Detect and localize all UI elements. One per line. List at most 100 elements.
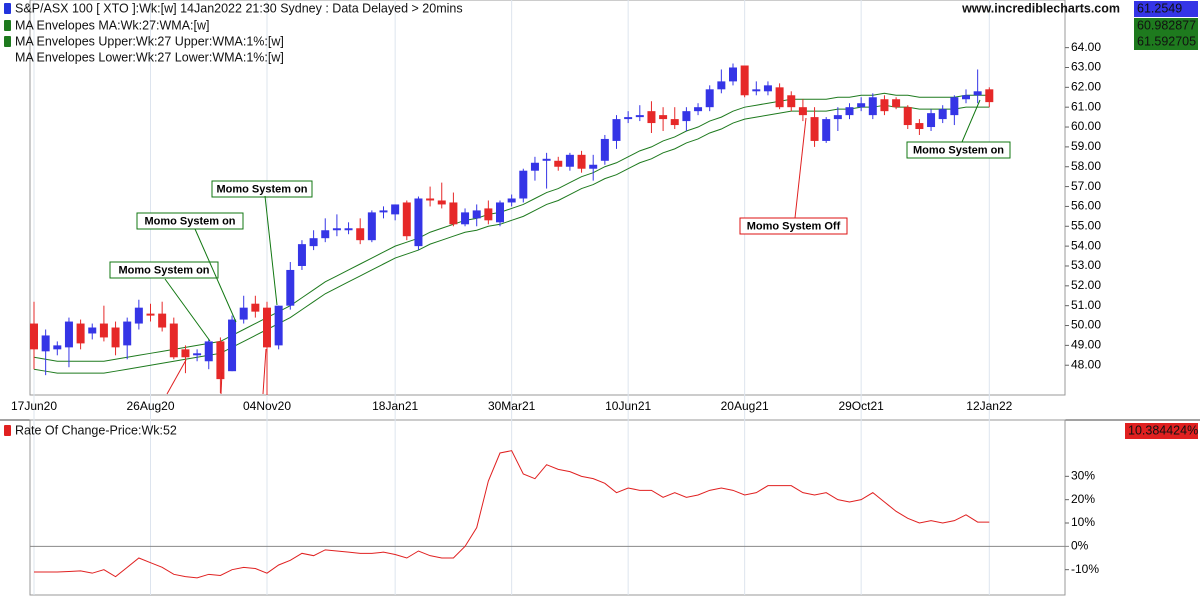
signal-lines [164, 99, 981, 342]
candle-body [740, 65, 749, 96]
value-box [1134, 18, 1198, 34]
envelope-line [33, 104, 990, 374]
x-tick-label: 26Aug20 [126, 399, 174, 413]
candle-body [647, 111, 656, 124]
value-box [1134, 1, 1198, 17]
legend-swatch [4, 3, 11, 14]
y-tick-label: 54.00 [1071, 238, 1101, 252]
legend-swatch [4, 20, 11, 31]
annotation: Momo System on [144, 215, 235, 227]
candle-body [344, 228, 353, 231]
y-tick-label: 60.00 [1071, 119, 1101, 133]
y-tick-label: -10% [1071, 562, 1099, 576]
plot: Momo System on Momo System on Momo System … [30, 63, 1011, 579]
candle-body [565, 154, 574, 167]
candle-body [775, 87, 784, 108]
candle-body [286, 269, 295, 306]
candle-body [496, 202, 504, 223]
candle-body [763, 85, 772, 92]
value-label: 10.384424% [1128, 423, 1198, 437]
candle-body [670, 119, 679, 126]
candle-body [461, 212, 470, 225]
candle-body [810, 117, 819, 141]
y-tick-label: 64.00 [1071, 40, 1101, 54]
candle-body [787, 95, 796, 108]
candle-body [99, 323, 108, 338]
candle-body [111, 327, 120, 348]
candle-body [903, 107, 912, 126]
candle-body [833, 115, 842, 120]
y-tick-label: 55.00 [1071, 218, 1101, 232]
candle-body [88, 327, 97, 334]
x-tick-label: 20Aug21 [721, 399, 769, 413]
legend-swatch [4, 36, 11, 47]
price-frame [29, 0, 1066, 396]
y-tick-label: 51.00 [1071, 298, 1101, 312]
candle-body [426, 198, 435, 201]
legend: S&P/ASX 100 [ XTO ]:Wk:[w] 14Jan2022 21:… [4, 1, 1198, 439]
candle-body [263, 307, 271, 348]
candle-body [449, 202, 458, 225]
candle-body [682, 111, 691, 122]
candle-body [356, 228, 365, 241]
candle-body [169, 323, 178, 358]
x-tick-label: 17Jun20 [11, 399, 57, 413]
roc-title: Rate Of Change-Price:Wk:52 [15, 423, 177, 437]
candle-body [181, 349, 190, 358]
y-tick-label: 20% [1071, 492, 1095, 506]
value-box [1125, 423, 1198, 439]
y-tick-label: 30% [1071, 469, 1095, 483]
candle-body [589, 164, 598, 169]
candle-body [542, 158, 551, 161]
candle-body [472, 210, 481, 219]
candle-body [950, 97, 959, 116]
legend-label: MA Envelopes Upper:Wk:27 Upper:WMA:1%:[w… [15, 34, 284, 48]
signal-lines [166, 117, 807, 395]
candle-body [64, 321, 73, 348]
roc-line [34, 450, 990, 579]
signal-line [220, 371, 223, 395]
candle-body [705, 89, 714, 108]
y-tick-label: 10% [1071, 515, 1095, 529]
y-tick-label: 56.00 [1071, 199, 1101, 213]
y-tick-label: 58.00 [1071, 159, 1101, 173]
candle-body [76, 323, 85, 344]
signal-line [262, 348, 267, 395]
y-tick-label: 49.00 [1071, 338, 1101, 352]
candle-body [367, 212, 376, 241]
candle-body [274, 305, 283, 346]
candle-body [437, 200, 446, 205]
candle-body [309, 238, 318, 247]
candle-body [251, 303, 260, 312]
signal-line [794, 117, 807, 219]
candle-body [577, 154, 586, 169]
chart-title: S&P/ASX 100 [ XTO ]:Wk:[w] 14Jan2022 21:… [15, 1, 463, 15]
annotation: Momo System Off [747, 220, 841, 232]
candle-body [880, 99, 889, 112]
candle-body [414, 198, 423, 247]
candle-body [228, 319, 237, 372]
candle-body [694, 107, 703, 112]
x-tick-label: 29Oct21 [838, 399, 884, 413]
candle-body [973, 91, 982, 96]
legend-swatch [4, 425, 11, 436]
grid: 48.00 49.00 50.00 51.00 52.00 53.00 54.00 55.00… [11, 0, 1101, 595]
candle-body [600, 138, 609, 161]
y-tick-label: 0% [1071, 539, 1089, 553]
annotation-box [906, 141, 1011, 159]
y-tick-label: 50.00 [1071, 318, 1101, 332]
candle-body [624, 117, 633, 120]
candle-body [123, 321, 132, 346]
candle-body [822, 119, 831, 141]
legend-label: MA Envelopes MA:Wk:27:WMA:[w] [15, 18, 210, 32]
candle-body [30, 323, 38, 350]
candle-body [146, 313, 155, 316]
envelope-line [33, 92, 990, 362]
signal-line [961, 99, 981, 143]
x-tick-label: 10Jun21 [605, 399, 651, 413]
y-tick-label: 57.00 [1071, 179, 1101, 193]
candle-body [402, 202, 411, 237]
candle-body [868, 97, 877, 116]
annotation: Momo System on [913, 144, 1004, 156]
